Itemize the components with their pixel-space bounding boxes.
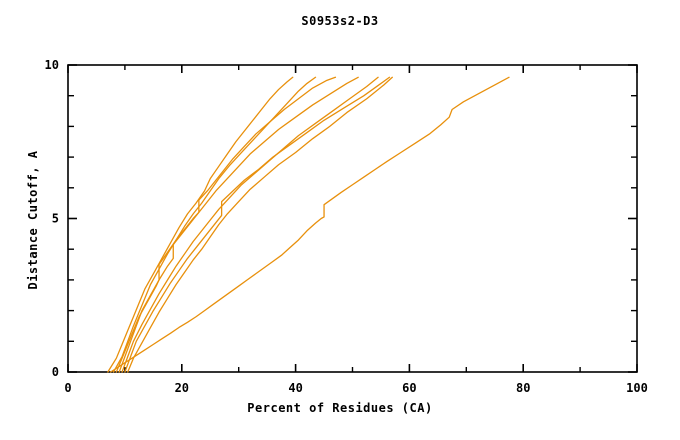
series-line-model-6 (124, 76, 391, 373)
x-tick-label: 60 (402, 381, 416, 395)
x-tick-label: 0 (64, 381, 71, 395)
series-line-model-4 (118, 76, 359, 373)
y-tick-label: 0 (52, 365, 59, 379)
series-line-model-1 (107, 76, 294, 373)
x-axis-label: Percent of Residues (CA) (247, 401, 433, 415)
series-line-model-3 (115, 76, 337, 373)
series-line-model-7 (127, 76, 393, 373)
x-tick-label: 100 (626, 381, 648, 395)
y-tick-label: 5 (52, 212, 59, 226)
x-tick-label: 80 (516, 381, 530, 395)
series-line-outlier-model (110, 76, 510, 373)
x-tick-label: 40 (288, 381, 302, 395)
series-line-model-5 (121, 76, 379, 373)
x-tick-label: 20 (175, 381, 189, 395)
series-line-model-2 (112, 76, 317, 373)
y-tick-label: 10 (45, 58, 59, 72)
plot-frame (67, 64, 638, 373)
chart-title: S0953s2-D3 (301, 14, 379, 28)
